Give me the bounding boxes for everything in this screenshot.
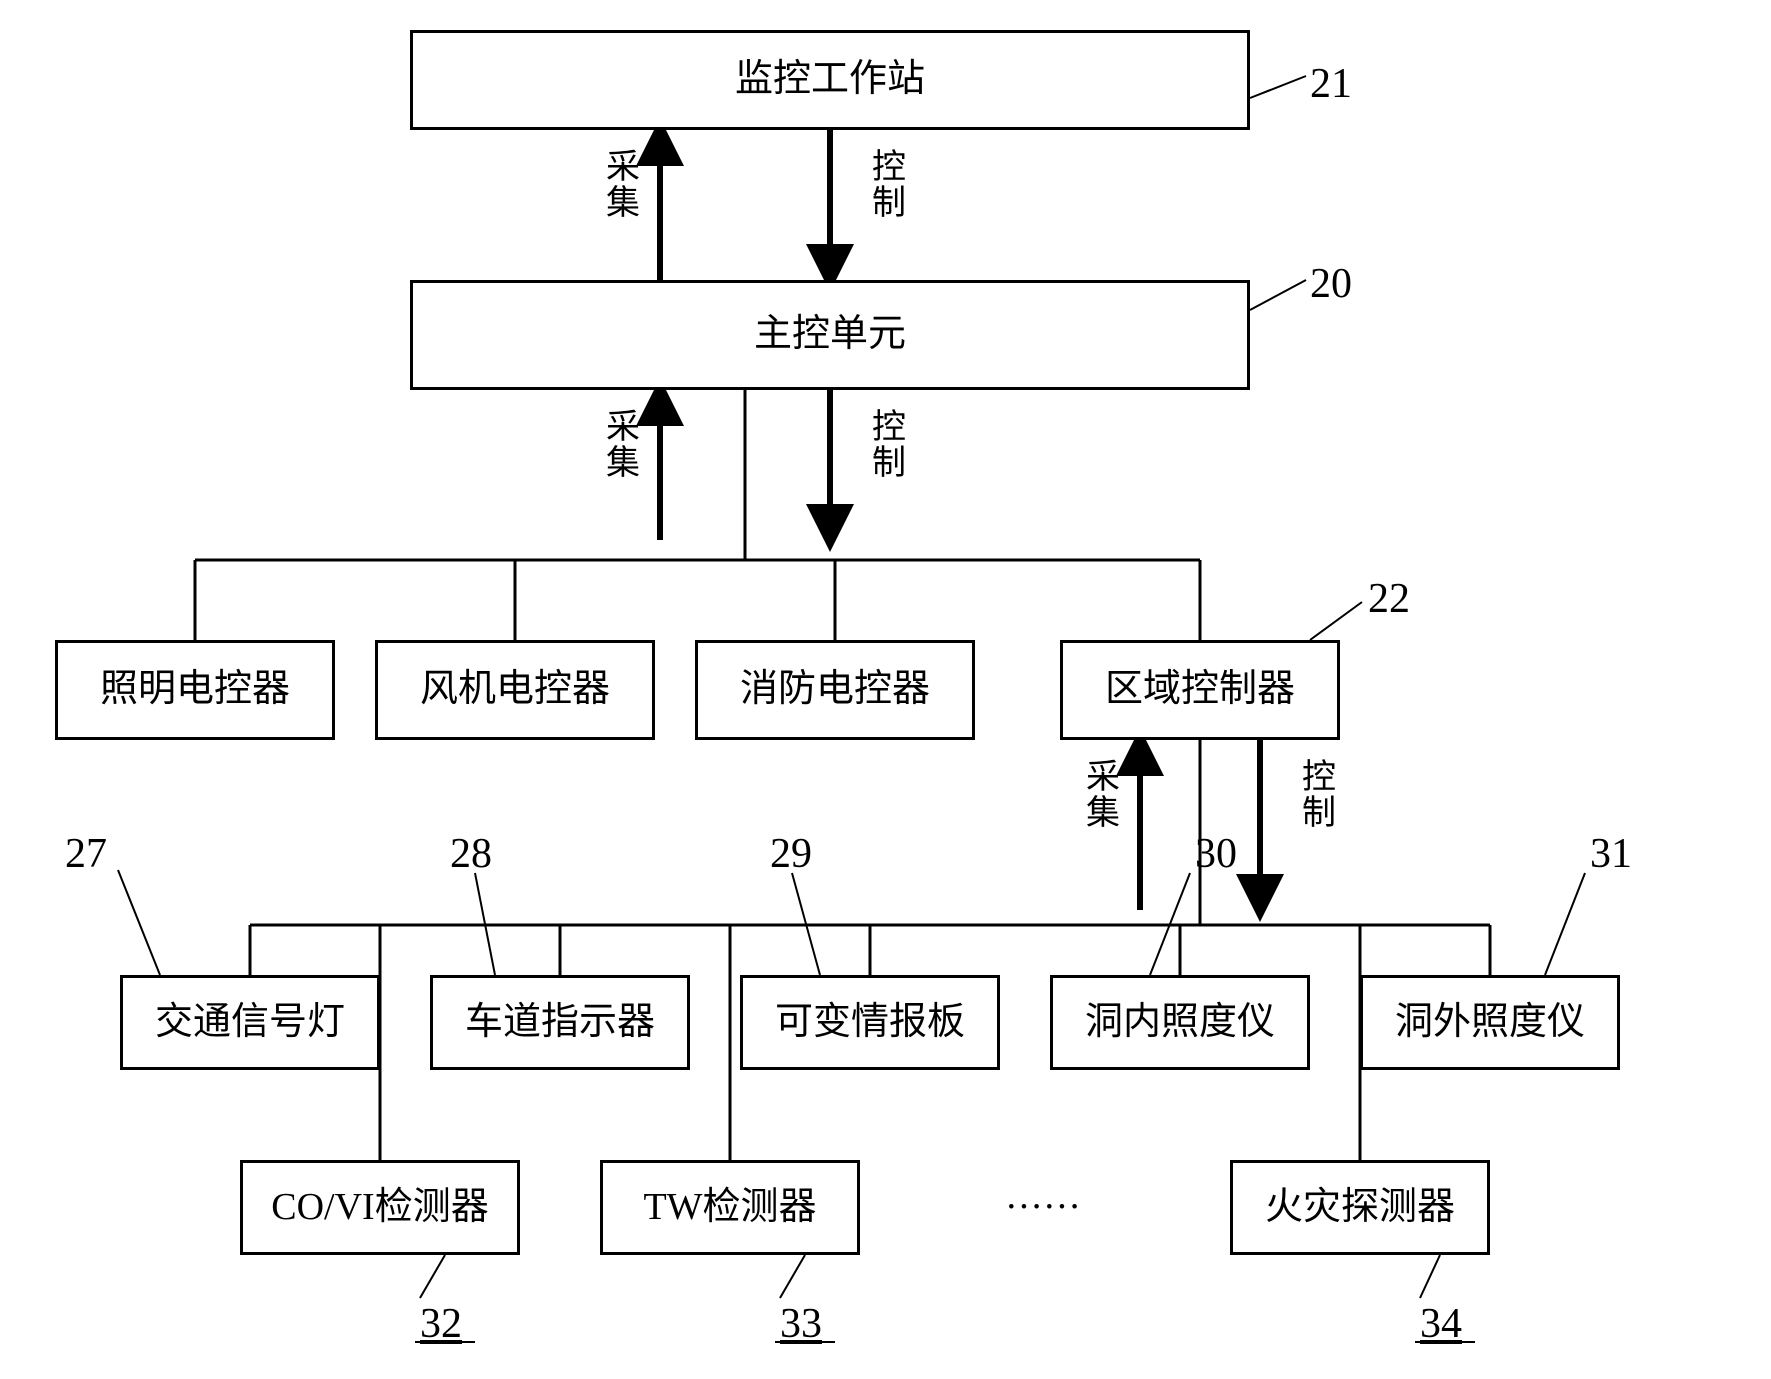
box-tw-detector: TW检测器 — [600, 1160, 860, 1255]
num-20: 20 — [1310, 260, 1352, 308]
box-label: 可变情报板 — [775, 1000, 965, 1046]
box-fire-controller: 消防电控器 — [695, 640, 975, 740]
vlabel-collect-2: 采集 — [604, 410, 642, 481]
ellipsis: ······ — [1005, 1185, 1081, 1229]
box-monitor-station: 监控工作站 — [410, 30, 1250, 130]
box-label: CO/VI检测器 — [271, 1185, 488, 1231]
box-covi-detector: CO/VI检测器 — [240, 1160, 520, 1255]
diagram-canvas: 监控工作站 主控单元 照明电控器 风机电控器 消防电控器 区域控制器 交通信号灯… — [0, 0, 1771, 1379]
num-32: 32 — [420, 1300, 462, 1348]
box-label: 风机电控器 — [420, 667, 610, 713]
num-29: 29 — [770, 830, 812, 878]
box-label: 火灾探测器 — [1265, 1185, 1455, 1231]
box-main-control: 主控单元 — [410, 280, 1250, 390]
box-lighting-controller: 照明电控器 — [55, 640, 335, 740]
box-area-controller: 区域控制器 — [1060, 640, 1340, 740]
box-label: 洞内照度仪 — [1085, 1000, 1275, 1046]
box-label: 消防电控器 — [740, 667, 930, 713]
box-traffic-light: 交通信号灯 — [120, 975, 380, 1070]
box-label: 监控工作站 — [735, 57, 925, 103]
box-label: 主控单元 — [754, 312, 906, 358]
box-label: 交通信号灯 — [155, 1000, 345, 1046]
num-33: 33 — [780, 1300, 822, 1348]
num-30: 30 — [1195, 830, 1237, 878]
vlabel-collect-1: 采集 — [604, 150, 642, 221]
box-fan-controller: 风机电控器 — [375, 640, 655, 740]
num-27: 27 — [65, 830, 107, 878]
vlabel-control-3: 控制 — [1300, 760, 1338, 831]
box-outside-lux: 洞外照度仪 — [1360, 975, 1620, 1070]
num-34: 34 — [1420, 1300, 1462, 1348]
box-label: TW检测器 — [643, 1185, 816, 1231]
num-21: 21 — [1310, 60, 1352, 108]
box-label: 区域控制器 — [1105, 667, 1295, 713]
box-vms: 可变情报板 — [740, 975, 1000, 1070]
num-31: 31 — [1590, 830, 1632, 878]
vlabel-control-2: 控制 — [870, 410, 908, 481]
vlabel-control-1: 控制 — [870, 150, 908, 221]
box-label: 车道指示器 — [465, 1000, 655, 1046]
box-label: 照明电控器 — [100, 667, 290, 713]
num-22: 22 — [1368, 575, 1410, 623]
box-lane-indicator: 车道指示器 — [430, 975, 690, 1070]
box-fire-detector: 火灾探测器 — [1230, 1160, 1490, 1255]
box-label: 洞外照度仪 — [1395, 1000, 1585, 1046]
num-28: 28 — [450, 830, 492, 878]
box-inside-lux: 洞内照度仪 — [1050, 975, 1310, 1070]
vlabel-collect-3: 采集 — [1084, 760, 1122, 831]
